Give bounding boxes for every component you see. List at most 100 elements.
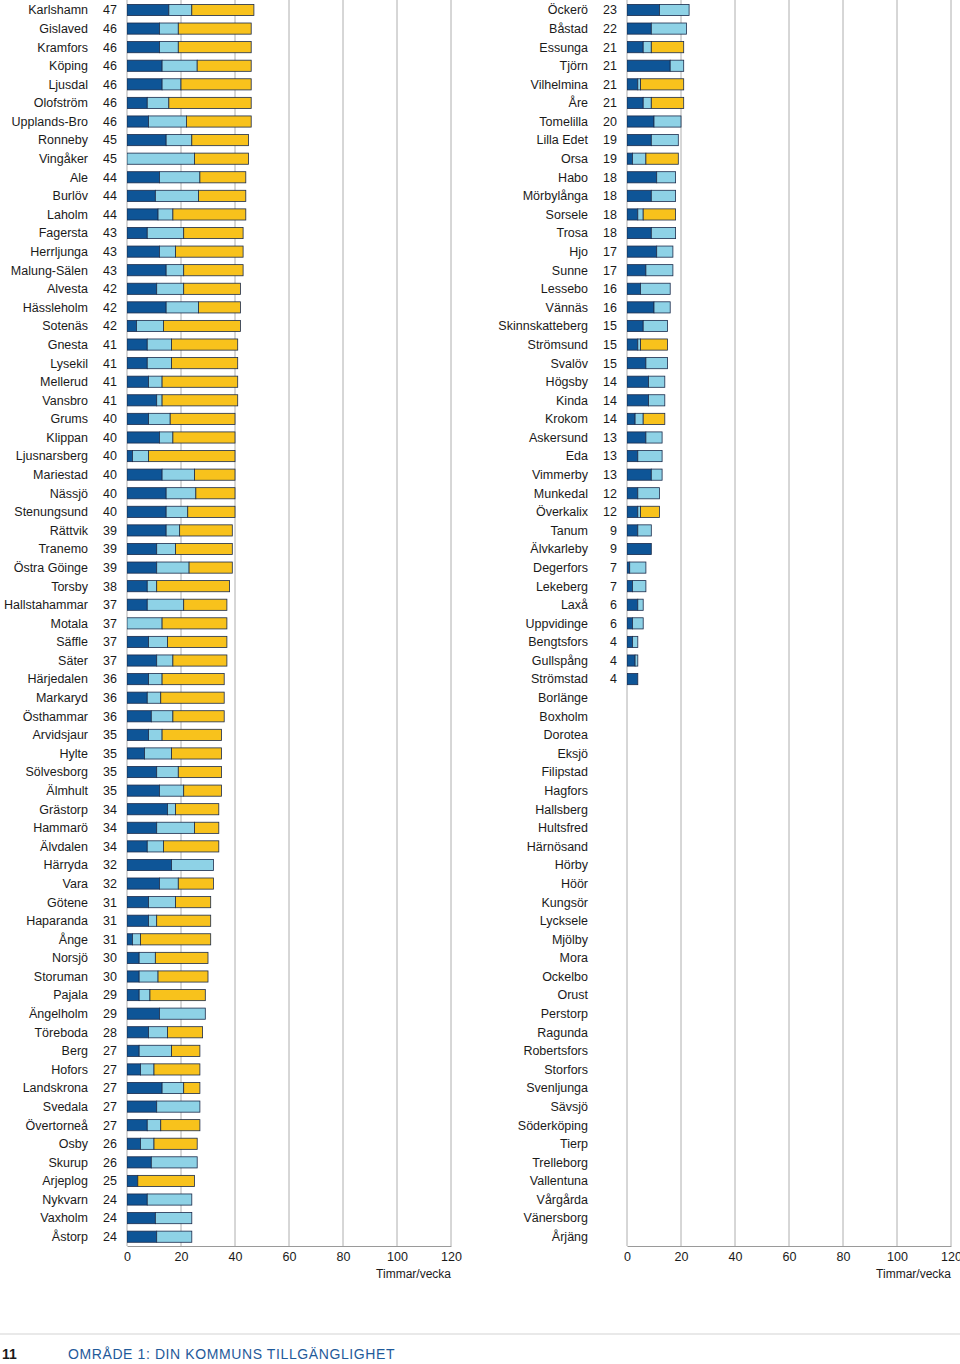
bar-segment	[127, 395, 157, 406]
bar-segment	[184, 227, 243, 238]
totals: 4746464646464645454444444343434242424141…	[103, 3, 117, 1244]
category-label: Kramfors	[37, 41, 88, 55]
total-label: 34	[103, 821, 117, 835]
total-label: 26	[103, 1137, 117, 1151]
bar-segment	[637, 655, 638, 666]
bar-segment	[178, 766, 221, 777]
bar-segment	[147, 97, 169, 108]
bar-segment	[205, 1008, 206, 1019]
total-label: 17	[603, 264, 617, 278]
bar-segment	[191, 1213, 192, 1224]
bar-segment	[181, 79, 251, 90]
category-label: Ronneby	[38, 133, 89, 147]
category-label: Sävsjö	[550, 1100, 588, 1114]
bar-segment	[627, 785, 628, 796]
grid	[127, 0, 451, 1246]
bar-segment	[627, 1120, 628, 1131]
bar-segment	[155, 952, 208, 963]
bar-segment	[627, 4, 659, 15]
bar-segment	[651, 23, 686, 34]
bar-segment	[127, 990, 139, 1001]
category-label: Söderköping	[518, 1119, 588, 1133]
bar-segment	[170, 413, 235, 424]
bar-segment	[127, 1138, 141, 1149]
bar-segment	[127, 934, 132, 945]
bar-segment	[627, 246, 657, 257]
category-label: Tjörn	[560, 59, 589, 73]
bar-segment	[147, 339, 171, 350]
bar-segment	[127, 23, 159, 34]
total-label: 30	[103, 951, 117, 965]
total-label: 14	[603, 412, 617, 426]
category-label: Vimmerby	[532, 468, 589, 482]
total-label: 40	[103, 412, 117, 426]
total-label: 43	[103, 245, 117, 259]
page: KarlshamnGislavedKramforsKöpingLjusdalOl…	[0, 0, 960, 1364]
bar-segment	[166, 525, 180, 536]
bar-segment	[147, 1194, 192, 1205]
category-label: Landskrona	[23, 1081, 88, 1095]
bar-segment	[627, 1194, 628, 1205]
bar-segment	[646, 358, 668, 369]
category-label: Alvesta	[47, 282, 88, 296]
total-label: 30	[103, 970, 117, 984]
bar-segment	[155, 190, 198, 201]
bar-segment	[627, 469, 651, 480]
bar-segment	[127, 971, 139, 982]
series	[630, 4, 689, 666]
bar-segment	[627, 450, 638, 461]
bar-segment	[157, 562, 189, 573]
total-label: 46	[103, 96, 117, 110]
total-label: 6	[610, 598, 617, 612]
total-label: 29	[103, 1007, 117, 1021]
bar-segment	[127, 135, 166, 146]
category-label: Överkalix	[536, 505, 589, 519]
bar-segment	[637, 674, 638, 685]
category-label: Dorotea	[544, 728, 589, 742]
bar-segment	[127, 60, 162, 71]
tick: 20	[675, 1246, 689, 1264]
bar-segment	[172, 339, 238, 350]
category-label: Rättvik	[50, 524, 89, 538]
bar-segment	[162, 1082, 184, 1093]
bar-segment	[627, 934, 628, 945]
total-label: 45	[103, 152, 117, 166]
total-label: 37	[103, 617, 117, 631]
tick: 120	[941, 1246, 960, 1264]
bar-segment	[651, 190, 675, 201]
category-label: Härnösand	[527, 840, 588, 854]
bar-segment	[149, 915, 157, 926]
bar-segment	[149, 413, 171, 424]
bar-segment	[632, 153, 646, 164]
bar-segment	[163, 320, 240, 331]
bar-segment	[155, 1213, 191, 1224]
bars	[627, 4, 689, 684]
total-label: 44	[103, 171, 117, 185]
category-label: Hallsberg	[535, 803, 588, 817]
bar-segment	[161, 1120, 200, 1131]
total-label: 4	[610, 672, 617, 686]
total-label: 46	[103, 78, 117, 92]
category-label: Härryda	[44, 858, 89, 872]
bar-segment	[627, 990, 628, 1001]
total-label: 18	[603, 189, 617, 203]
bar-segment	[159, 878, 178, 889]
bar-segment	[127, 1045, 139, 1056]
grid-line	[843, 0, 844, 1246]
bar-segment	[127, 599, 147, 610]
bar-segment	[139, 1045, 171, 1056]
bar-segment	[127, 116, 149, 127]
bar-segment	[627, 543, 651, 554]
bar-segment	[157, 822, 195, 833]
bar-segment	[162, 674, 224, 685]
category-label: Skurup	[48, 1156, 88, 1170]
total-label: 39	[103, 561, 117, 575]
total-label: 13	[603, 468, 617, 482]
bar-segment	[139, 952, 155, 963]
bar-segment	[149, 729, 163, 740]
category-label: Vänersborg	[523, 1211, 588, 1225]
bar-segment	[627, 711, 628, 722]
bar-segment	[657, 172, 676, 183]
total-label: 35	[103, 747, 117, 761]
bar-segment	[643, 413, 665, 424]
